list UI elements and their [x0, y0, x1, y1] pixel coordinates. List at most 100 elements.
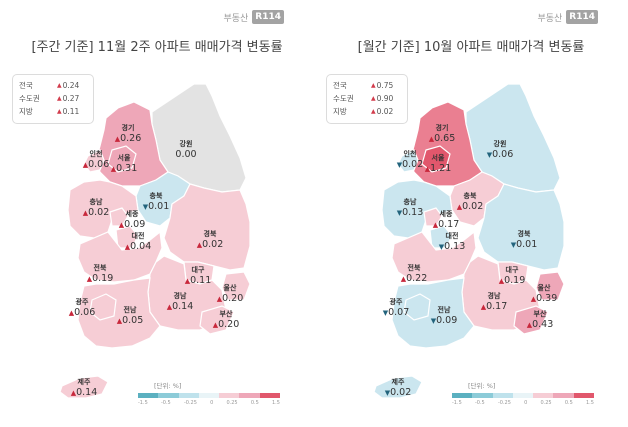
region-label-gyeongnam: 경남 ▲0.17 [481, 292, 508, 313]
region-ulsan [535, 271, 565, 301]
legend-swatch [553, 393, 574, 398]
legend-tick: -0.25 [183, 400, 197, 406]
region-label-jeonbuk: 전북 ▲0.19 [87, 264, 114, 285]
region-value-number: 0.13 [444, 241, 466, 252]
region-gyeongbuk [477, 183, 565, 271]
logo-mark: R114 [252, 10, 284, 24]
down-arrow-icon: ▼ [382, 309, 389, 317]
region-label-gyeongbuk: 경북 ▼0.01 [511, 230, 538, 251]
region-value: ▼0.09 [431, 315, 458, 327]
region-ulsan [221, 271, 251, 301]
region-label-seoul: 서울 ▲1.21 [425, 154, 452, 175]
region-name: 제주 [391, 378, 405, 386]
region-value-number: 0.14 [172, 301, 194, 312]
region-value: ▲0.17 [481, 301, 508, 313]
summary-value: 0.27 [62, 94, 80, 103]
r114-logo: 부동산 R114 [537, 10, 598, 24]
region-label-jeonbuk: 전북 ▲0.22 [401, 264, 428, 285]
region-value-number: 0.22 [406, 273, 428, 284]
region-gwangju [403, 293, 431, 321]
region-name: 인천 [403, 150, 417, 158]
region-value: ▲0.06 [83, 159, 110, 171]
region-value: ▲0.19 [87, 273, 114, 285]
legend-tick: 1.5 [271, 400, 280, 406]
legend-tick: 0 [524, 400, 528, 406]
region-name: 울산 [537, 284, 551, 292]
region-value-number: 0.02 [462, 201, 484, 212]
region-label-daegu: 대구 ▲0.11 [185, 266, 212, 287]
region-value-number: 0.02 [202, 239, 224, 250]
region-value: ▲0.26 [115, 133, 142, 145]
region-name: 강원 [493, 140, 507, 148]
region-label-gyeonggi: 경기 ▲0.26 [115, 124, 142, 145]
up-arrow-icon: ▲ [432, 221, 439, 229]
region-value-number: 0.20 [218, 319, 240, 330]
region-name: 광주 [75, 298, 89, 306]
legend-tick: 0.25 [226, 400, 238, 406]
region-name: 울산 [223, 284, 237, 292]
up-arrow-icon: ▲ [212, 321, 219, 329]
region-name: 서울 [431, 154, 445, 162]
region-label-jeonnam: 전남 ▼0.09 [431, 306, 458, 327]
summary-label: 수도권 [333, 94, 354, 103]
summary-box: 전국 ▲ 0.75 수도권 ▲ 0.90 지방 ▲ 0.02 [326, 74, 408, 124]
region-label-gyeonggi: 경기 ▲0.65 [429, 124, 456, 145]
region-name: 충북 [149, 192, 163, 200]
region-seoul [421, 145, 451, 173]
region-value: ▲0.06 [69, 307, 96, 319]
summary-row: 지방 ▲ 0.11 [19, 105, 87, 118]
up-arrow-icon: ▲ [114, 135, 121, 143]
region-label-ulsan: 울산 ▲0.20 [217, 284, 244, 305]
region-label-jeju: 제주 ▼0.02 [385, 378, 412, 399]
down-arrow-icon: ▼ [510, 241, 517, 249]
region-label-gyeongbuk: 경북 ▲0.02 [197, 230, 224, 251]
summary-value: 0.11 [62, 107, 80, 116]
summary-label: 수도권 [19, 94, 40, 103]
region-value: ▼0.07 [383, 307, 410, 319]
region-value-number: 0.13 [402, 207, 424, 218]
region-incheon [83, 149, 105, 173]
region-label-daegu: 대구 ▲0.19 [499, 266, 526, 287]
region-value-number: 0.07 [388, 307, 410, 318]
up-arrow-icon: ▲ [68, 309, 75, 317]
region-value: ▲0.14 [167, 301, 194, 313]
region-label-incheon: 인천 ▲0.06 [83, 150, 110, 171]
legend-swatch [472, 393, 493, 398]
up-arrow-icon: ▲ [400, 275, 407, 283]
region-name: 충남 [403, 198, 417, 206]
region-label-chungbuk: 충북 ▼0.01 [143, 192, 170, 213]
region-label-gangwon: 강원 ▼0.06 [487, 140, 514, 161]
korea-map [373, 83, 565, 399]
legend-tick: -1.5 [452, 400, 462, 406]
region-name: 강원 [179, 140, 193, 148]
region-value: ▲0.19 [499, 275, 526, 287]
color-legend: [단위: %] -1.5 -0.5 -0.25 0 0.25 0.5 1.5 [452, 380, 594, 406]
region-label-gwangju: 광주 ▲0.06 [69, 298, 96, 319]
region-value-number: 0.00 [175, 149, 197, 160]
summary-label: 지방 [19, 107, 33, 116]
region-label-chungnam: 충남 ▼0.13 [397, 198, 424, 219]
summary-row: 지방 ▲ 0.02 [333, 105, 401, 118]
weekly-map-panel: 부동산 R114 [주간 기준] 11월 2주 아파트 매매가격 변동률 전국 ▲ 0.2… [12, 10, 284, 406]
region-value: ▼0.01 [143, 201, 170, 213]
legend-swatch [259, 393, 280, 398]
region-name: 경남 [173, 292, 187, 300]
region-value: ▼0.06 [487, 149, 514, 161]
summary-label: 전국 [19, 81, 33, 90]
region-label-incheon: 인천 ▼0.02 [397, 150, 424, 171]
up-arrow-icon: ▲ [82, 161, 89, 169]
region-value-number: 0.17 [486, 301, 508, 312]
region-label-gangwon: 강원 0.00 [175, 140, 196, 160]
region-value: ▲0.05 [117, 315, 144, 327]
region-value: ▼0.02 [397, 159, 424, 171]
down-arrow-icon: ▼ [142, 203, 149, 211]
up-arrow-icon: ▲ [70, 389, 77, 397]
region-value: ▼0.02 [385, 387, 412, 399]
legend-tick: -1.5 [138, 400, 148, 406]
region-value: ▲0.02 [457, 201, 484, 213]
legend-swatch [533, 393, 554, 398]
region-seoul [107, 145, 137, 173]
up-arrow-icon: ▲ [166, 303, 173, 311]
down-arrow-icon: ▼ [486, 151, 493, 159]
region-label-gwangju: 광주 ▼0.07 [383, 298, 410, 319]
